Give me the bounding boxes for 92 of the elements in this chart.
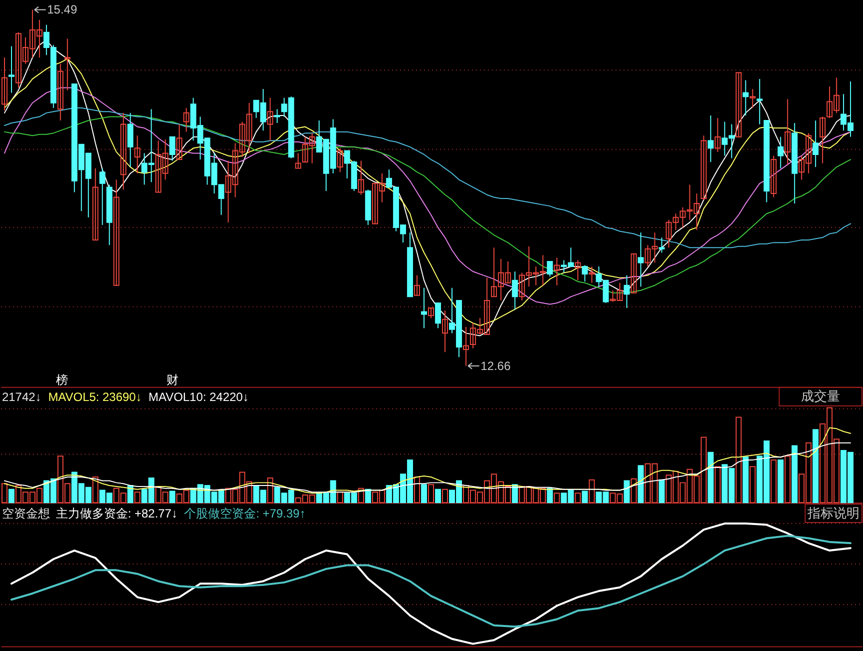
candlestick bbox=[820, 116, 826, 164]
candlestick bbox=[435, 302, 441, 329]
bar bbox=[428, 484, 434, 504]
candlestick bbox=[120, 112, 126, 190]
bar bbox=[658, 479, 665, 504]
candlestick bbox=[442, 310, 448, 353]
candlestick bbox=[554, 257, 560, 286]
bar bbox=[714, 466, 721, 504]
candlestick bbox=[99, 168, 106, 226]
candlestick bbox=[638, 232, 644, 288]
bar bbox=[784, 456, 791, 504]
candlestick bbox=[295, 152, 302, 169]
bar bbox=[708, 452, 714, 504]
candlestick bbox=[588, 266, 595, 284]
candlestick bbox=[812, 120, 819, 168]
text: 个股做空资金: +79.39↑ bbox=[184, 506, 306, 521]
chart-title: 空资金想 bbox=[2, 506, 50, 521]
candlestick bbox=[750, 88, 756, 108]
bar bbox=[435, 488, 441, 504]
candlestick bbox=[267, 97, 274, 142]
candlestick bbox=[630, 253, 637, 294]
candlestick bbox=[176, 124, 182, 160]
candlestick bbox=[770, 155, 777, 198]
text: 主力做多资金: +82.77↓ bbox=[56, 506, 178, 521]
bar bbox=[630, 478, 637, 504]
bar bbox=[770, 459, 777, 504]
bar bbox=[358, 488, 364, 504]
candlestick bbox=[546, 260, 553, 278]
candlestick bbox=[624, 274, 630, 309]
candlestick bbox=[658, 237, 665, 254]
bar bbox=[574, 492, 581, 504]
candlestick bbox=[2, 57, 8, 111]
candlestick bbox=[8, 46, 14, 94]
bar bbox=[127, 485, 134, 504]
annotation: 12.66 bbox=[480, 358, 511, 373]
candlestick bbox=[57, 63, 64, 121]
candlestick bbox=[358, 160, 364, 196]
bar bbox=[588, 479, 595, 504]
candlestick bbox=[92, 168, 98, 241]
candlestick bbox=[64, 38, 70, 91]
candlestick bbox=[742, 80, 749, 116]
text: 21742↓ bbox=[2, 390, 42, 404]
bar bbox=[778, 459, 784, 504]
candlestick bbox=[714, 117, 721, 152]
bar bbox=[554, 492, 560, 504]
candlestick bbox=[183, 107, 190, 132]
bar bbox=[442, 488, 448, 504]
candlestick bbox=[784, 98, 791, 166]
candlestick bbox=[582, 264, 588, 282]
bar bbox=[169, 490, 176, 504]
candlestick bbox=[428, 308, 434, 319]
text: 指标说明 bbox=[806, 505, 860, 520]
bar bbox=[792, 445, 798, 504]
candlestick bbox=[756, 78, 763, 125]
bar bbox=[421, 484, 428, 504]
bar bbox=[582, 490, 588, 504]
bar bbox=[750, 466, 756, 504]
bar bbox=[742, 456, 749, 504]
text: MAVOL10: 24220↓ bbox=[148, 390, 249, 404]
bar bbox=[267, 477, 274, 504]
candlestick bbox=[512, 271, 518, 310]
candlestick bbox=[708, 114, 714, 163]
candlestick bbox=[274, 108, 280, 124]
text: 榜 bbox=[56, 372, 68, 387]
annotation: 15.49 bbox=[47, 2, 78, 17]
bar bbox=[546, 488, 553, 504]
bar bbox=[8, 488, 14, 504]
candlestick bbox=[414, 274, 420, 296]
text: MAVOL5: 23690↓ bbox=[48, 390, 142, 404]
bar bbox=[365, 488, 372, 504]
candlestick bbox=[127, 112, 134, 168]
candlestick bbox=[421, 287, 428, 329]
candlestick bbox=[574, 260, 581, 281]
bar bbox=[2, 483, 8, 504]
text: 财 bbox=[166, 372, 179, 387]
candlestick bbox=[337, 148, 344, 173]
bar bbox=[736, 416, 742, 504]
bar bbox=[337, 492, 344, 504]
candlestick bbox=[462, 326, 469, 366]
candlestick bbox=[169, 136, 176, 162]
bar bbox=[414, 476, 420, 504]
candlestick bbox=[778, 136, 784, 169]
bar bbox=[134, 492, 140, 504]
bar bbox=[812, 429, 819, 504]
bar bbox=[638, 465, 644, 504]
candlestick bbox=[736, 72, 742, 138]
candlestick bbox=[700, 135, 707, 200]
candlestick bbox=[134, 135, 140, 174]
bar bbox=[624, 480, 630, 504]
candlestick bbox=[113, 179, 120, 286]
bar bbox=[92, 476, 98, 504]
text: 成交量 bbox=[801, 388, 840, 404]
